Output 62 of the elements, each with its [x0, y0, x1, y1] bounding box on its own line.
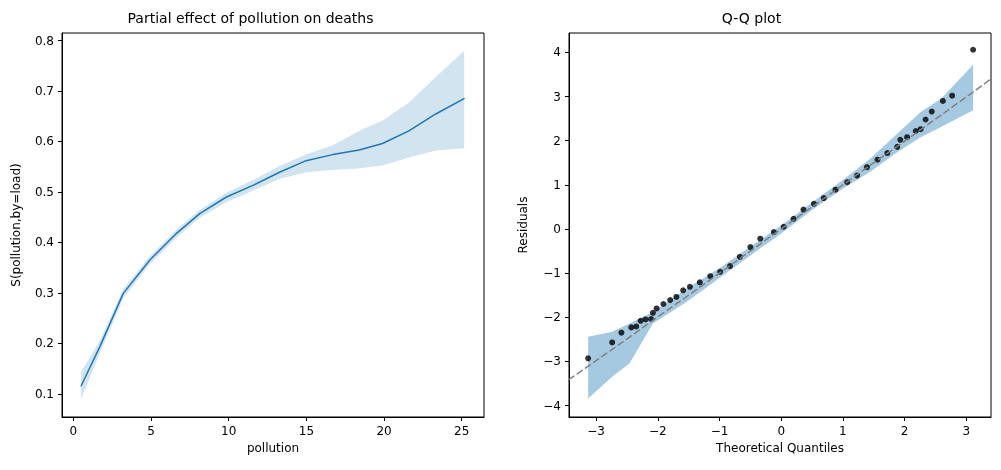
point [799, 206, 806, 213]
point [756, 235, 763, 242]
point [706, 273, 713, 280]
x-tick-label: 5 [147, 424, 155, 438]
y-tick-label: 1 [552, 177, 561, 192]
y-tick-label: 0.7 [34, 84, 54, 99]
point [672, 293, 679, 300]
x-tick-label: −1 [710, 424, 728, 438]
point [659, 301, 666, 308]
chart-title: Partial effect of pollution on deaths [127, 10, 374, 26]
point [642, 316, 648, 323]
point [632, 323, 639, 330]
point [686, 283, 693, 290]
point [608, 339, 615, 346]
y-tick-label: 0.8 [34, 33, 54, 48]
point [584, 355, 591, 362]
x-tick-label: −2 [648, 424, 667, 438]
x-tick-label: 20 [376, 424, 392, 438]
y-tick-label: 0.6 [34, 134, 54, 149]
point [679, 287, 686, 294]
y-tick-label: 4 [552, 45, 561, 60]
x-tick-label: 3 [962, 424, 970, 438]
x-tick-label: 10 [221, 424, 237, 438]
x-axis-title: pollution [246, 440, 300, 455]
y-tick-label: 0 [552, 221, 561, 236]
y-tick-label: −2 [542, 310, 561, 325]
point [939, 97, 946, 104]
point [649, 309, 656, 316]
x-tick-label: −3 [586, 424, 605, 438]
point [922, 116, 929, 123]
x-tick-label: 2 [900, 424, 908, 438]
point [696, 279, 703, 286]
y-tick-label: 0.5 [34, 184, 54, 199]
point [653, 305, 660, 312]
point [666, 297, 673, 304]
line-series [567, 78, 992, 381]
point [948, 92, 955, 99]
chart-title: Q-Q plot [721, 10, 782, 26]
y-axis-title: S(pollution,by=load) [9, 163, 23, 287]
x-tick-label: 0 [776, 424, 785, 438]
y-axis-title: Residuals [515, 196, 530, 254]
point [746, 244, 753, 251]
y-tick-label: 0.1 [34, 386, 54, 401]
y-tick-label: −3 [542, 354, 561, 369]
y-tick-label: −1 [542, 266, 561, 281]
x-tick-label: 1 [838, 424, 847, 438]
point [969, 46, 976, 53]
point [637, 317, 644, 324]
line-series [80, 97, 465, 387]
x-tick-label: 25 [454, 424, 470, 438]
x-axis-title: Theoretical Quantiles [714, 440, 844, 455]
y-tick-label: 0.2 [34, 336, 54, 351]
x-tick-label: 15 [298, 424, 315, 438]
point [896, 136, 903, 143]
x-tick-label: 0 [69, 424, 78, 438]
y-tick-label: 0.4 [34, 235, 54, 250]
y-tick-label: −4 [542, 398, 561, 413]
y-tick-label: 3 [552, 89, 561, 104]
y-tick-label: 0.3 [34, 285, 54, 300]
point [928, 108, 935, 115]
y-tick-label: 2 [552, 133, 561, 148]
point [617, 329, 624, 336]
